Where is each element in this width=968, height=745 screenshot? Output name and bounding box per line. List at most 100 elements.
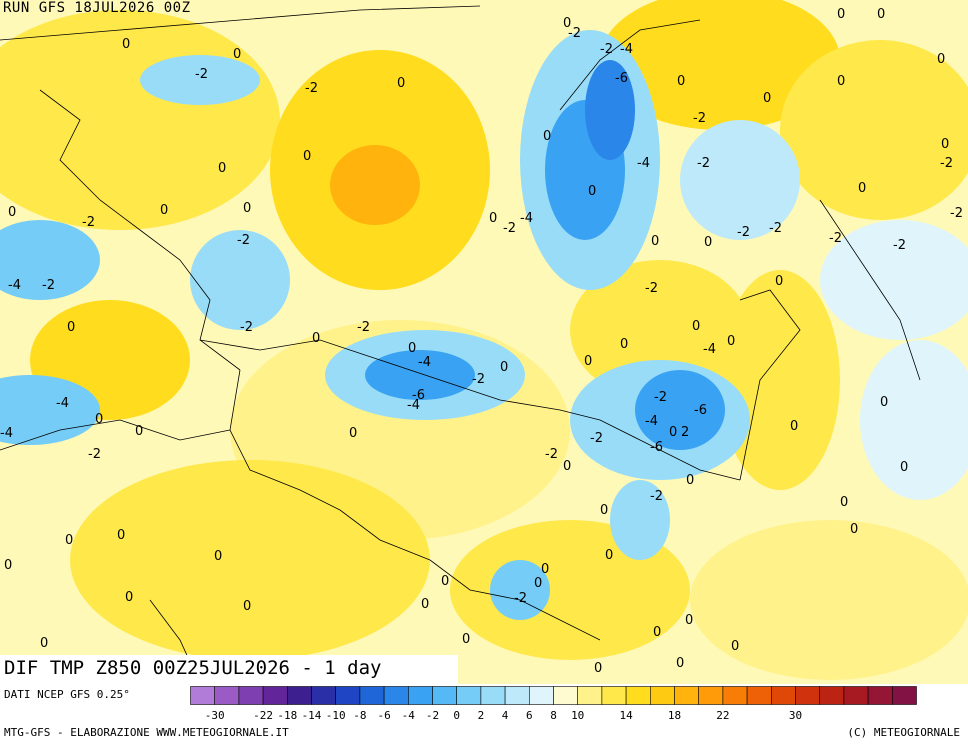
contour-label: -2: [769, 221, 782, 236]
legend-swatch: [214, 686, 240, 705]
contour-label: -2: [88, 447, 101, 462]
contour-label: -6: [650, 440, 663, 455]
legend-tick-label: -14: [302, 709, 322, 722]
contour-label: 0: [303, 149, 311, 164]
legend-swatch: [698, 686, 724, 705]
legend-tick-label: -4: [402, 709, 416, 722]
contour-label: -4: [645, 414, 658, 429]
legend-swatch: [819, 686, 845, 705]
legend-swatch: [504, 686, 530, 705]
contour-labels: 0 0 -2 -2 0 0 -2 -2 -4 -6 0 0 0 0 0 0 -2…: [0, 7, 963, 676]
run-label: RUN GFS 18JUL2026 00Z: [3, 0, 191, 16]
contour-label: 0: [790, 419, 798, 434]
legend-tick-label: 14: [619, 709, 633, 722]
contour-label: 0: [937, 52, 945, 67]
contour-label: 0: [214, 549, 222, 564]
credits-right: (C) METEOGIORNALE: [847, 726, 960, 739]
temperature-difference-map: 0 0 -2 -2 0 0 -2 -2 -4 -6 0 0 0 0 0 0 -2…: [0, 0, 968, 684]
contour-label: 0: [584, 354, 592, 369]
contour-label: 0: [850, 522, 858, 537]
legend-swatch: [795, 686, 821, 705]
contour-label: -2: [237, 233, 250, 248]
legend-swatch: [238, 686, 264, 705]
contour-label: 0: [686, 473, 694, 488]
legend-tick-label: -8: [353, 709, 366, 722]
contour-label: -4: [637, 156, 650, 171]
contour-label: -2: [514, 591, 527, 606]
contour-label: -2: [240, 320, 253, 335]
legend-swatch: [456, 686, 482, 705]
legend-swatch: [553, 686, 579, 705]
contour-label: 0: [900, 460, 908, 475]
contour-label: 0: [65, 533, 73, 548]
legend-swatch: [311, 686, 337, 705]
contour-label: -6: [694, 403, 707, 418]
contour-label: 0: [594, 661, 602, 676]
contour-label: 0: [117, 528, 125, 543]
contour-label: 0: [135, 424, 143, 439]
contour-label: 0: [588, 184, 596, 199]
legend-swatch: [601, 686, 627, 705]
title-box: [0, 655, 458, 684]
contour-label: 0: [677, 74, 685, 89]
legend-tick-label: -18: [277, 709, 297, 722]
country-borders: [0, 5, 921, 684]
contour-label: 0: [312, 331, 320, 346]
contour-label: 0: [727, 334, 735, 349]
legend-tick-label: 10: [571, 709, 584, 722]
contour-label: 0: [441, 574, 449, 589]
legend-tick-label: 2: [478, 709, 485, 722]
legend-swatch: [190, 686, 216, 705]
contour-label: 0: [692, 319, 700, 334]
contour-label: 0: [763, 91, 771, 106]
contour-label: -4: [8, 278, 21, 293]
contour-label: 0: [4, 558, 12, 573]
contour-label: 2: [681, 425, 689, 440]
contour-label: 0: [421, 597, 429, 612]
contour-label: 0: [840, 495, 848, 510]
legend-tick-label: -6: [377, 709, 390, 722]
contour-label: -2: [650, 489, 663, 504]
contour-label: 0: [160, 203, 168, 218]
legend-swatch: [383, 686, 409, 705]
legend-swatch: [480, 686, 506, 705]
legend-swatch: [625, 686, 651, 705]
legend-swatch: [528, 686, 554, 705]
contour-label: 0: [605, 548, 613, 563]
contour-label: 0: [653, 625, 661, 640]
legend-swatch: [867, 686, 893, 705]
contour-label: 0: [534, 576, 542, 591]
legend-tick-label: 0: [453, 709, 460, 722]
legend-tick-label: 30: [789, 709, 802, 722]
contour-label: 0: [543, 129, 551, 144]
legend-swatch: [287, 686, 312, 705]
contour-label: -2: [568, 26, 581, 41]
legend-tick-label: 22: [716, 709, 729, 722]
contour-label: 0: [95, 412, 103, 427]
contour-label: 0: [563, 16, 571, 31]
contour-label: -2: [305, 81, 318, 96]
contour-label: 0: [243, 599, 251, 614]
contour-label: -2: [545, 447, 558, 462]
contour-label: 0: [669, 425, 677, 440]
contour-label: 0: [941, 137, 949, 152]
contour-label: -2: [950, 206, 963, 221]
contour-label: -2: [645, 281, 658, 296]
contour-label: 0: [67, 320, 75, 335]
contour-label: 0: [218, 161, 226, 176]
legend-swatch: [649, 686, 675, 705]
data-source: DATI NCEP GFS 0.25°: [4, 688, 130, 701]
legend-swatch: [408, 686, 433, 705]
contour-label: 0: [349, 426, 357, 441]
contour-label: -2: [737, 225, 750, 240]
contour-label: 0: [731, 639, 739, 654]
contour-label: -4: [620, 42, 633, 57]
legend-tick-label: 8: [550, 709, 557, 722]
contour-label: 0: [8, 205, 16, 220]
contour-label: -2: [195, 67, 208, 82]
contour-label: -4: [0, 426, 13, 441]
contour-label: 0: [651, 234, 659, 249]
legend-swatch: [359, 686, 385, 705]
contour-label: 0: [541, 562, 549, 577]
contour-label: 0: [704, 235, 712, 250]
